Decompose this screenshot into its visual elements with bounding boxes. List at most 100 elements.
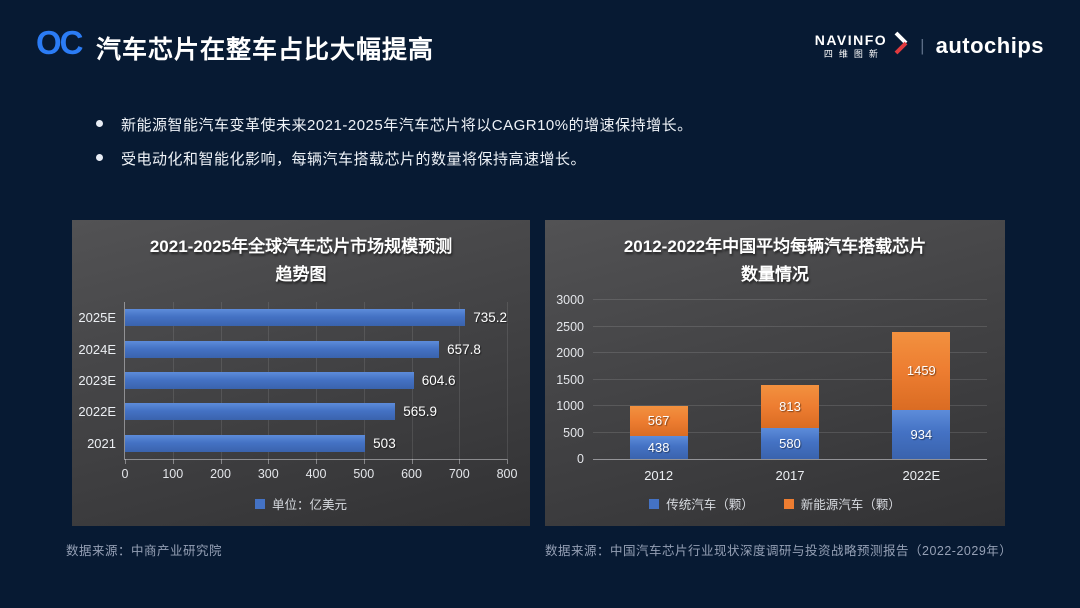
- legend-item: 新能源汽车（颗）: [783, 494, 901, 513]
- axis-tick: [220, 459, 222, 464]
- segment-new-energy: 1459: [892, 332, 951, 410]
- x-tick-label: 0: [121, 467, 129, 481]
- chart-legend: 传统汽车（颗） 新能源汽车（颗）: [545, 494, 1005, 513]
- category-label: 2025E: [78, 310, 116, 326]
- bar: [125, 403, 396, 421]
- segment-value-label: 934: [910, 426, 933, 442]
- axis-tick: [172, 459, 174, 464]
- stacked-column: 567 438: [629, 300, 688, 459]
- value-label: 503: [373, 435, 396, 451]
- value-label: 657.8: [447, 341, 481, 357]
- x-tick-label: 300: [257, 467, 279, 481]
- gridline: [593, 325, 987, 327]
- bullet-text: 新能源智能汽车变革使未来2021-2025年汽车芯片将以CAGR10%的增速保持…: [121, 117, 693, 134]
- y-tick-label: 2500: [556, 319, 584, 334]
- bar-row: 2023E 604.6: [78, 365, 507, 396]
- chart-title-line2: 趋势图: [275, 265, 327, 285]
- x-tick-label: 400: [305, 467, 327, 481]
- category-label: 2022E: [78, 404, 116, 420]
- bullet-icon: [96, 120, 103, 127]
- x-tick-label: 500: [353, 467, 375, 481]
- value-label: 735.2: [473, 310, 507, 326]
- x-category-label: 2022E: [902, 468, 941, 483]
- segment-value-label: 1459: [906, 363, 936, 379]
- bar-row: 2021 503: [87, 428, 507, 459]
- value-label: 604.6: [421, 372, 456, 388]
- gridline: [593, 352, 987, 353]
- legend-label: 传统汽车（颗）: [666, 498, 754, 512]
- bullet-list: 新能源智能汽车变革使未来2021-2025年汽车芯片将以CAGR10%的增速保持…: [96, 114, 693, 182]
- navinfo-chinese-label: 四维图新: [823, 48, 884, 59]
- data-source-left: 数据来源：中商产业研究院: [66, 544, 223, 558]
- brand-divider: |: [920, 35, 925, 55]
- axis-tick: [411, 459, 413, 464]
- bullet-item: 新能源智能汽车变革使未来2021-2025年汽车芯片将以CAGR10%的增速保持…: [96, 114, 693, 135]
- legend-item: 传统汽车（颗）: [649, 494, 754, 513]
- gridline: [459, 302, 461, 459]
- brand-group: NAVINFO 四维图新 | autochips: [815, 30, 1044, 61]
- bar: [125, 340, 440, 358]
- axis-tick: [507, 459, 508, 464]
- y-tick-label: 1500: [556, 372, 584, 387]
- y-tick-label: 0: [577, 452, 584, 466]
- category-label: 2023E: [78, 372, 116, 388]
- segment-traditional: 934: [892, 409, 951, 459]
- value-label: 565.9: [403, 404, 437, 420]
- category-label: 2021: [87, 435, 116, 451]
- axis-tick: [125, 459, 126, 464]
- segment-new-energy: 813: [761, 385, 819, 429]
- category-label: 2024E: [78, 341, 116, 357]
- gridline: [593, 299, 987, 300]
- bar-row: 2025E 735.2: [78, 302, 507, 333]
- segment-value-label: 813: [779, 399, 801, 415]
- navinfo-wordmark: NAVINFO: [814, 31, 888, 48]
- data-source-right: 数据来源：中国汽车芯片行业现状深度调研与投资战略预测报告（2022-2029年）: [545, 544, 1013, 558]
- segment-new-energy: 567: [629, 405, 688, 436]
- y-tick-label: 1000: [556, 399, 584, 413]
- legend-swatch: [254, 498, 265, 509]
- x-category-label: 2017: [775, 468, 805, 483]
- axis-tick: [316, 459, 317, 464]
- segment-traditional: 580: [761, 428, 819, 459]
- bullet-text: 受电动化和智能化影响，每辆汽车搭载芯片的数量将保持高速增长。: [121, 151, 587, 168]
- legend-swatch: [783, 498, 794, 509]
- bar: [125, 434, 366, 452]
- segment-value-label: 580: [779, 436, 801, 452]
- segment-traditional: 438: [629, 435, 688, 459]
- axis-tick: [459, 459, 461, 464]
- chart-panel-china-chips: 2012-2022年中国平均每辆汽车搭载芯片 数量情况 0 500 1000 1500…: [545, 220, 1005, 526]
- page-title: 汽车芯片在整车占比大幅提高: [96, 36, 435, 64]
- x-tick-label: 200: [210, 467, 231, 481]
- segment-value-label: 567: [647, 413, 670, 429]
- navinfo-chevron-icon: [894, 30, 909, 61]
- segment-value-label: 438: [647, 439, 670, 455]
- x-tick-label: 100: [162, 467, 184, 481]
- bullet-item: 受电动化和智能化影响，每辆汽车搭载芯片的数量将保持高速增长。: [96, 148, 693, 169]
- stacked-column-plot: 0 500 1000 1500 2000 2500 3000 567 438 2012 813 580…: [556, 293, 987, 483]
- chart-title-line2: 数量情况: [741, 265, 809, 285]
- axis-tick: [268, 459, 270, 464]
- chart-panel-global-market: 2021-2025年全球汽车芯片市场规模预测 趋势图 0 100 200 300 400…: [72, 220, 530, 526]
- autochips-wordmark: autochips: [935, 32, 1044, 58]
- x-tick-label: 700: [448, 467, 470, 481]
- chart-legend: 单位：亿美元: [72, 494, 530, 513]
- chart-title: 2012-2022年中国平均每辆汽车搭载芯片 数量情况: [545, 233, 1005, 289]
- hbar-plot: 0 100 200 300 400 500 600 700 800 2025E 735.2 2024E…: [78, 302, 517, 481]
- gridline: [507, 302, 508, 459]
- bar: [125, 371, 414, 389]
- chart-title: 2021-2025年全球汽车芯片市场规模预测 趋势图: [72, 233, 530, 289]
- y-tick-label: 2000: [556, 346, 584, 360]
- x-category-label: 2012: [644, 468, 674, 483]
- legend-label: 单位：亿美元: [271, 498, 347, 512]
- stacked-column: 813 580: [761, 300, 819, 459]
- bullet-icon: [96, 154, 103, 161]
- chart-title-line1: 2021-2025年全球汽车芯片市场规模预测: [149, 237, 453, 256]
- y-tick-label: 3000: [556, 293, 584, 307]
- x-tick-label: 600: [401, 467, 422, 481]
- axis-tick: [363, 459, 365, 464]
- navinfo-logo: NAVINFO 四维图新: [815, 33, 887, 59]
- y-tick-label: 500: [563, 425, 584, 440]
- legend-label: 新能源汽车（颗）: [800, 498, 901, 512]
- bar-row: 2022E 565.9: [78, 396, 507, 427]
